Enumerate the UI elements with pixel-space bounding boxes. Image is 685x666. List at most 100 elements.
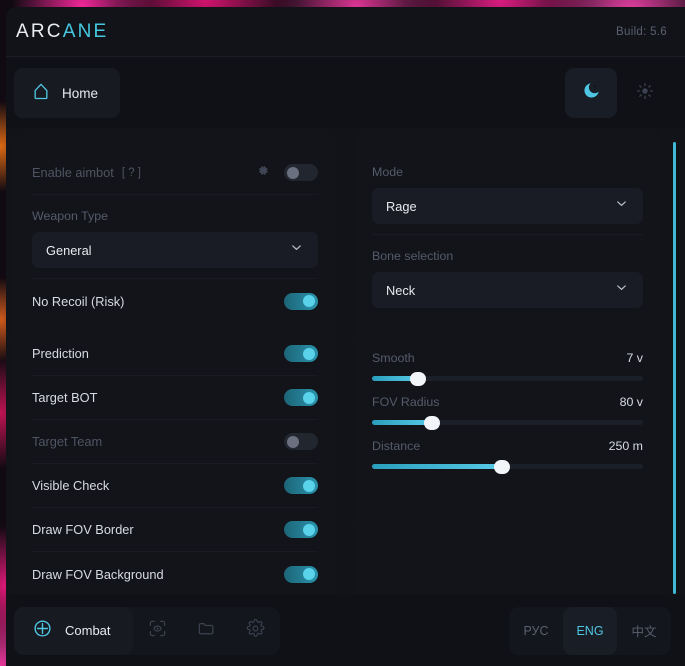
toggle-knob <box>303 568 315 580</box>
bone-selection-value: Neck <box>386 282 416 298</box>
theme-light-button[interactable] <box>619 68 671 118</box>
toggle-knob <box>303 479 315 492</box>
mode-label: Mode <box>372 165 403 179</box>
app-logo: ARCANE <box>16 21 108 43</box>
moon-icon <box>582 81 601 105</box>
mode-value: Rage <box>386 198 417 214</box>
draw-fov-background-label: Draw FOV Background <box>32 566 164 582</box>
toggle-knob <box>303 347 315 360</box>
slider-smooth-label: Smooth <box>372 351 415 365</box>
draw-fov-border-label: Draw FOV Border <box>32 522 134 537</box>
visible-check-label: Visible Check <box>32 478 110 493</box>
footer-settings-button[interactable] <box>231 607 280 655</box>
visible-check-toggle[interactable] <box>284 477 318 494</box>
top-navbar: Home <box>6 58 685 128</box>
sliders-panel: Smooth 7 v FOV Radius 80 v <box>354 337 661 527</box>
sliders-list: Smooth 7 v FOV Radius 80 v <box>354 337 661 474</box>
language-selector: РУС ENG 中文 <box>509 606 671 655</box>
folder-icon <box>197 619 216 643</box>
slider-fill <box>372 376 419 381</box>
footer-actions-group: Combat <box>14 606 280 655</box>
logo-text-primary: ARC <box>16 20 63 42</box>
lang-option-rus[interactable]: РУС <box>523 623 549 638</box>
row-draw-fov-border: Draw FOV Border <box>32 508 318 552</box>
app-header: ARCANE Build: 5.6 <box>6 7 685 57</box>
enable-aimbot-toggle[interactable] <box>284 164 318 181</box>
chevron-down-icon <box>614 196 629 216</box>
app-window: ARCANE Build: 5.6 Home <box>6 7 685 666</box>
footer-combat-button[interactable]: Combat <box>14 606 133 655</box>
slider-smooth-value: 7 v <box>626 351 643 365</box>
slider-distance-track[interactable] <box>372 459 643 474</box>
bottom-toolbar: Combat <box>6 595 685 666</box>
right-panel-inner: Mode Rage Bone selection Neck <box>354 135 661 308</box>
mode-select[interactable]: Rage <box>372 188 643 224</box>
slider-fov-radius-value: 80 v <box>619 395 643 409</box>
enable-aimbot-help-hint[interactable]: [ ? ] <box>121 166 141 179</box>
row-no-recoil: No Recoil (Risk) <box>32 279 318 323</box>
theme-switcher <box>565 68 671 118</box>
sun-icon <box>636 82 654 105</box>
crosshair-icon <box>32 618 53 644</box>
target-team-toggle[interactable] <box>284 433 318 450</box>
footer-combat-label: Combat <box>65 623 111 638</box>
toggle-knob <box>287 435 299 448</box>
footer-visuals-button[interactable] <box>133 607 182 655</box>
divider <box>32 278 318 279</box>
row-target-team: Target Team <box>32 420 318 464</box>
slider-distance-value: 250 m <box>608 439 643 453</box>
bone-selection-label: Bone selection <box>372 249 454 263</box>
weapon-type-value: General <box>46 242 92 258</box>
scan-eye-icon <box>148 619 167 643</box>
target-bot-toggle[interactable] <box>284 389 318 406</box>
bone-selection-select[interactable]: Neck <box>372 272 643 308</box>
weapon-type-label: Weapon Type <box>32 209 109 223</box>
toggle-knob <box>303 295 315 307</box>
gear-icon[interactable] <box>255 163 270 183</box>
target-bot-label: Target BOT <box>32 390 98 405</box>
slider-distance-thumb[interactable] <box>494 459 511 474</box>
left-panel-inner: Enable aimbot [ ? ] <box>14 135 336 323</box>
chevron-down-icon <box>614 280 629 300</box>
slider-smooth: Smooth 7 v <box>372 337 643 386</box>
slider-fill <box>372 420 432 425</box>
row-target-bot: Target BOT <box>32 376 318 420</box>
logo-text-accent: ANE <box>62 20 109 42</box>
slider-smooth-track[interactable] <box>372 371 643 386</box>
toggle-knob <box>287 166 299 179</box>
target-team-label: Target Team <box>32 434 103 449</box>
prediction-toggle[interactable] <box>284 345 318 362</box>
content-scrollbar[interactable] <box>673 142 676 594</box>
slider-smooth-thumb[interactable] <box>410 371 427 386</box>
lang-option-eng[interactable]: ENG <box>563 606 617 655</box>
row-draw-fov-background: Draw FOV Background <box>32 552 318 594</box>
row-enable-aimbot: Enable aimbot [ ? ] <box>32 151 318 195</box>
chevron-down-icon <box>289 240 304 260</box>
slider-distance-label: Distance <box>372 439 421 453</box>
toggle-knob <box>303 523 315 536</box>
no-recoil-toggle[interactable] <box>284 292 318 310</box>
toggles-list: Prediction Target BOT Target Team Visibl… <box>14 332 336 594</box>
slider-fov-radius-track[interactable] <box>372 415 643 430</box>
tab-home[interactable]: Home <box>14 68 121 118</box>
lang-option-chinese[interactable]: 中文 <box>631 625 657 639</box>
home-icon <box>31 81 51 106</box>
toggle-knob <box>303 391 315 404</box>
slider-fov-radius: FOV Radius 80 v <box>372 381 643 430</box>
slider-fov-radius-label: FOV Radius <box>372 395 440 409</box>
enable-aimbot-label: Enable aimbot <box>32 165 114 180</box>
draw-fov-background-toggle[interactable] <box>284 565 318 583</box>
draw-fov-border-toggle[interactable] <box>284 521 318 538</box>
tab-home-label: Home <box>62 85 99 101</box>
footer-configs-button[interactable] <box>182 607 231 655</box>
slider-distance: Distance 250 m <box>372 425 643 474</box>
weapon-type-select[interactable]: General <box>32 232 318 268</box>
left-toggles-panel: Prediction Target BOT Target Team Visibl… <box>14 332 336 594</box>
no-recoil-label: No Recoil (Risk) <box>32 293 125 309</box>
prediction-label: Prediction <box>32 346 89 361</box>
theme-dark-button[interactable] <box>565 68 617 118</box>
row-prediction: Prediction <box>32 332 318 376</box>
slider-fov-radius-thumb[interactable] <box>423 415 440 430</box>
divider <box>372 234 643 235</box>
